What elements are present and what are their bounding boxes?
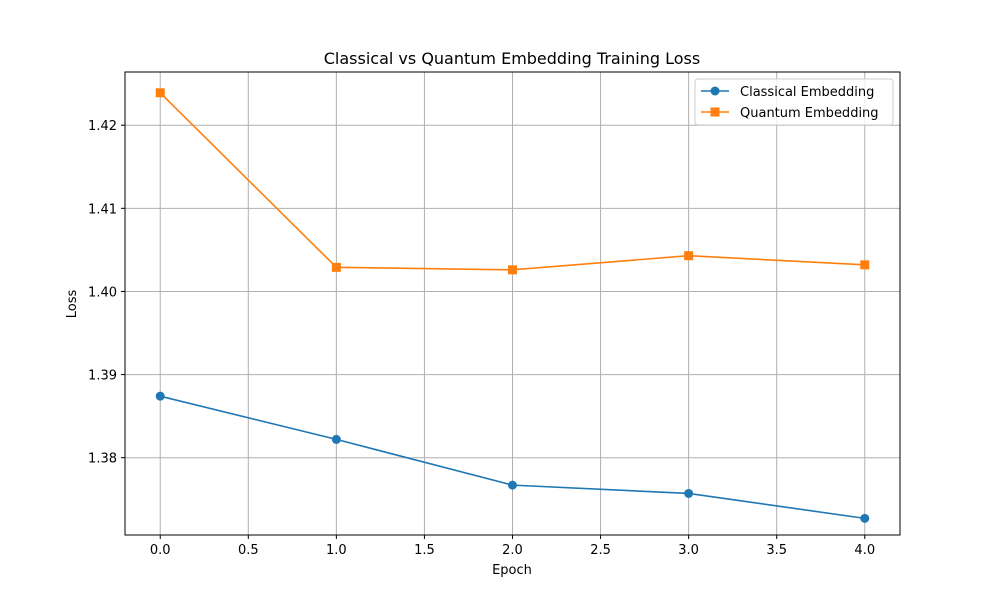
y-tick-label: 1.42 [88,119,117,134]
legend-swatch-marker [710,107,720,117]
legend-box [694,78,894,126]
data-point-quantum-embedding [508,265,517,275]
y-tick-label: 1.39 [88,369,117,384]
legend-item-quantum-embedding: Quantum Embedding [701,106,879,121]
x-tick-label: 0.0 [150,543,171,558]
data-point-classical-embedding [860,513,870,523]
legend-label: Classical Embedding [740,85,874,100]
chart-title: Classical vs Quantum Embedding Training … [324,49,700,68]
data-point-classical-embedding [331,434,341,444]
series-classical-embedding [155,391,870,523]
x-tick-label: 4.0 [854,543,875,558]
data-point-quantum-embedding [860,260,870,270]
data-point-quantum-embedding [684,251,694,261]
x-tick-label: 3.0 [678,543,699,558]
data-point-quantum-embedding [331,262,341,272]
x-tick-label: 0.5 [238,543,259,558]
y-tick-label: 1.40 [88,285,117,300]
legend-label: Quantum Embedding [740,106,879,121]
data-point-classical-embedding [684,488,694,498]
y-tick-label: 1.41 [88,202,117,217]
x-tick-label: 2.0 [502,543,523,558]
series-quantum-embedding [155,88,870,275]
ticks: 0.0 0.5 1.0 1.5 2.0 2.5 3.0 3.5 4.0 1.38 1.39 1.40 1… [88,119,875,558]
x-axis-label: Epoch [492,563,532,578]
data-point-classical-embedding [155,391,165,401]
x-tick-label: 3.5 [766,543,787,558]
data-point-quantum-embedding [155,88,165,98]
data-point-classical-embedding [508,480,517,490]
x-tick-label: 2.5 [590,543,611,558]
grid [125,72,900,535]
y-tick-label: 1.38 [88,452,117,467]
series-layer [155,88,870,523]
x-tick-label: 1.5 [414,543,435,558]
legend-swatch-marker [710,86,720,96]
x-tick-label: 1.0 [326,543,347,558]
legend-item-classical-embedding: Classical Embedding [701,85,874,100]
legend: Classical Embedding Quantum Embedding [694,78,894,126]
y-axis-label: Loss [65,290,80,319]
